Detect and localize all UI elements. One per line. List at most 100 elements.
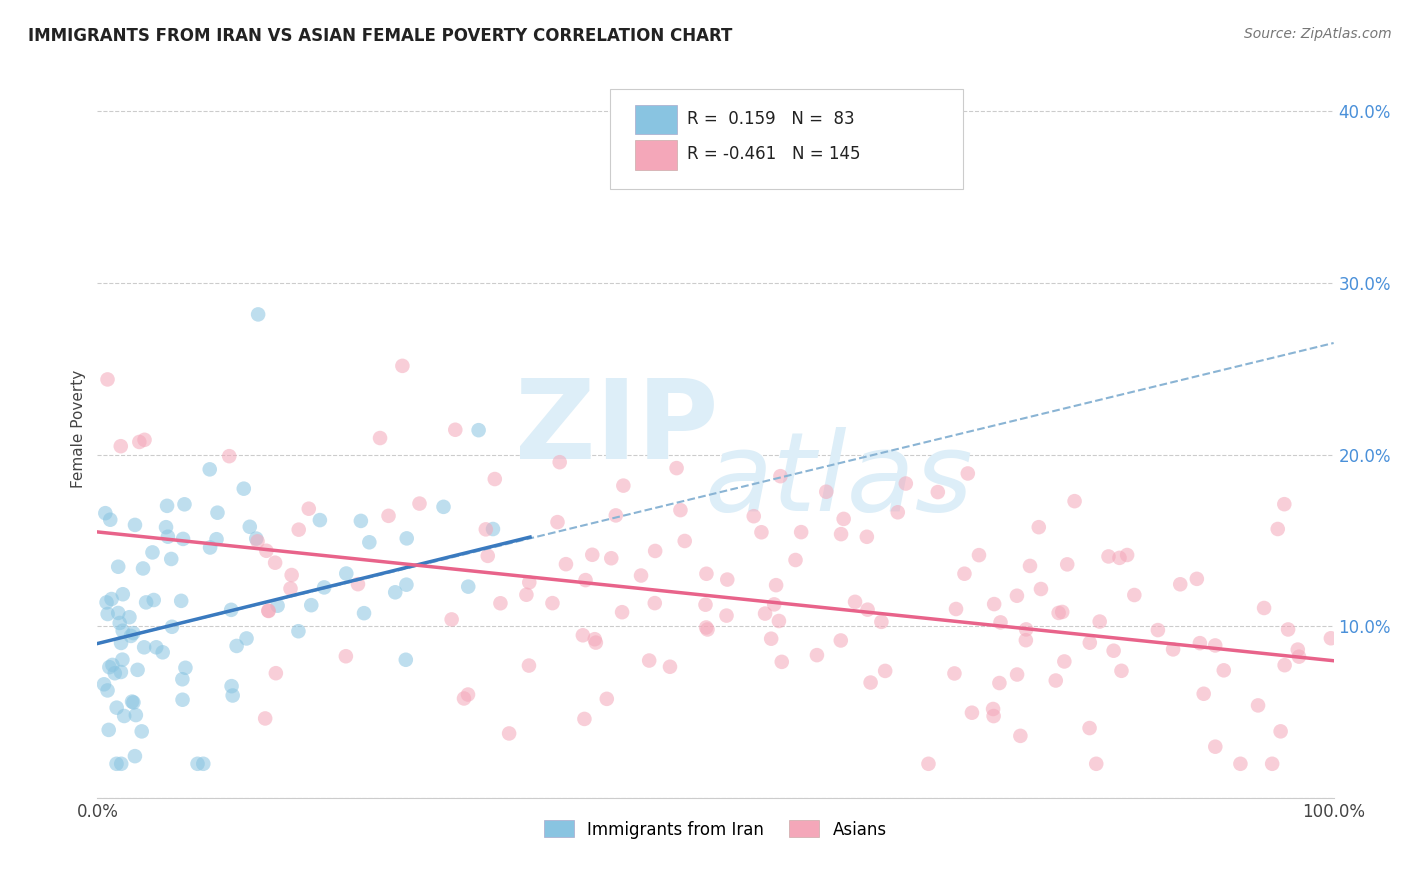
Text: IMMIGRANTS FROM IRAN VS ASIAN FEMALE POVERTY CORRELATION CHART: IMMIGRANTS FROM IRAN VS ASIAN FEMALE POV… [28,27,733,45]
Point [457,580,479,594]
Point [287,523,309,537]
Point [638,654,661,668]
Point [1274,658,1296,673]
Point [239,520,262,534]
Point [695,598,717,612]
Point [815,484,838,499]
Point [1247,698,1270,713]
Point [856,530,879,544]
Point [395,653,418,667]
Point [489,596,512,610]
Point [1085,756,1108,771]
Point [1005,589,1028,603]
Point [1253,601,1275,615]
Point [983,597,1005,611]
Point [160,620,183,634]
Point [128,434,150,449]
Point [1015,633,1038,648]
Point [1111,664,1133,678]
Text: R =  0.159   N =  83: R = 0.159 N = 83 [688,110,855,128]
Point [612,478,634,492]
Point [1005,667,1028,681]
Point [1053,655,1076,669]
Point [395,577,418,591]
Point [1188,636,1211,650]
Point [218,449,240,463]
Point [193,756,215,771]
Point [156,499,179,513]
Point [1204,639,1226,653]
Point [1116,548,1139,562]
Point [132,561,155,575]
Point [477,549,499,563]
Point [108,615,131,630]
Point [983,709,1005,723]
Point [484,472,506,486]
Point [359,535,381,549]
Point [482,522,505,536]
Point [395,532,418,546]
Point [280,582,302,596]
Y-axis label: Female Poverty: Female Poverty [72,370,86,488]
Point [988,676,1011,690]
Point [127,663,149,677]
Point [770,655,793,669]
Point [856,602,879,616]
Point [894,476,917,491]
Point [1192,687,1215,701]
Point [207,506,229,520]
Point [112,709,135,723]
Point [844,595,866,609]
Point [156,530,179,544]
Point [145,640,167,655]
FancyBboxPatch shape [636,140,678,169]
Point [751,525,773,540]
Point [107,559,129,574]
Point [1019,558,1042,573]
Point [245,532,267,546]
Point [610,605,633,619]
Point [1088,615,1111,629]
Point [1010,729,1032,743]
Point [1204,739,1226,754]
Point [155,520,177,534]
Point [785,553,807,567]
Point [765,578,787,592]
Point [1108,550,1130,565]
Point [254,711,277,725]
Point [716,573,738,587]
Point [110,439,132,453]
Point [172,532,194,546]
Point [96,683,118,698]
Point [104,666,127,681]
Point [1029,582,1052,596]
Point [596,691,619,706]
Point [287,624,309,639]
Point [97,607,120,621]
Point [254,543,277,558]
Point [630,568,652,582]
Point [172,672,194,686]
Point [583,632,606,647]
Point [981,702,1004,716]
Point [832,512,855,526]
Point [768,614,790,628]
Point [696,623,718,637]
Point [673,533,696,548]
Point [246,534,269,549]
Point [391,359,413,373]
Point [131,724,153,739]
Point [100,592,122,607]
Point [264,556,287,570]
Point [1015,623,1038,637]
Point [555,557,578,571]
Point [142,593,165,607]
Point [105,756,128,771]
Point [124,749,146,764]
Point [585,635,607,649]
Point [830,633,852,648]
Point [1056,558,1078,572]
Point [1047,606,1070,620]
Point [309,513,332,527]
Point [335,649,357,664]
